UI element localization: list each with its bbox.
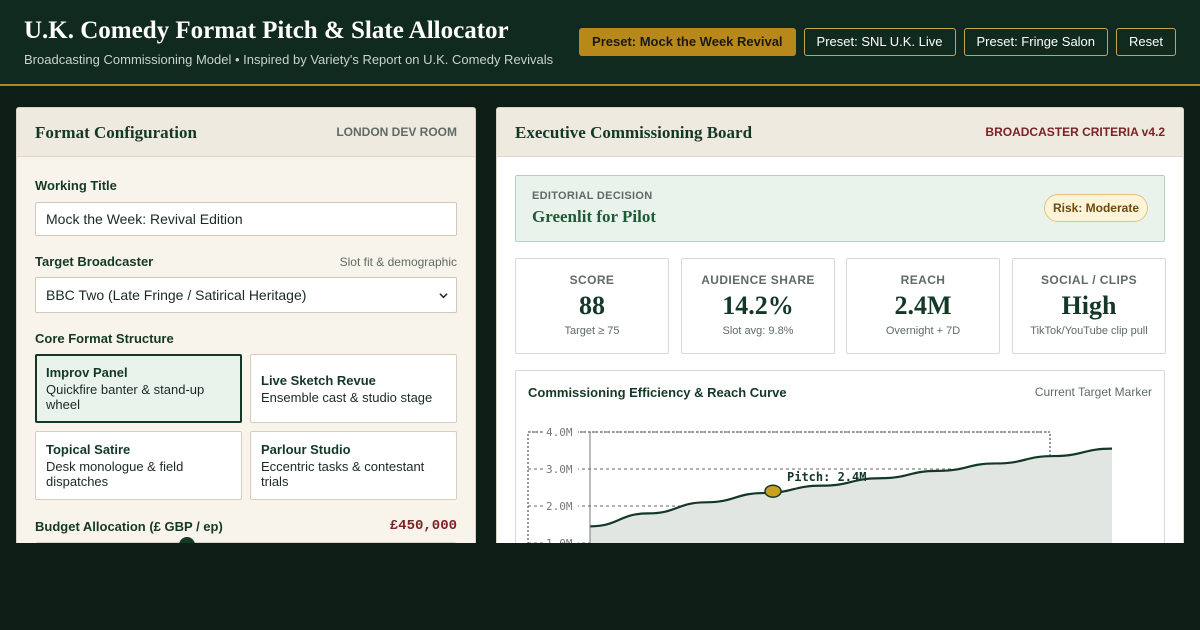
metric-value: 2.4M [894,291,952,320]
metric-sub: Overnight + 7D [885,325,961,337]
panel-title: Executive Commissioning Board [515,123,753,142]
metric-social-clips: SOCIAL / CLIPS High TikTok/YouTube clip … [1012,258,1166,354]
metric-label: SOCIAL / CLIPS [1040,273,1138,287]
decision-value: Greenlit for Pilot [532,207,657,226]
reset-button[interactable]: Reset [1116,28,1176,56]
header-bar: U.K. Comedy Format Pitch & Slate Allocat… [0,0,1200,86]
format-configuration-panel: Format Configuration LONDON DEV ROOM Wor… [16,107,476,547]
chart-target-marker[interactable] [764,484,782,498]
broadcaster-selected-value: BBC Two (Late Fringe / Satirical Heritag… [46,287,307,303]
chart-area-fill [590,448,1112,546]
chevron-down-icon [439,293,448,299]
broadcaster-label: Target Broadcaster [35,254,154,269]
format-desc: Quickfire banter & stand-up wheel [46,382,205,412]
chart-y-tick-label: 4.0M [546,426,573,439]
format-name: Improv Panel [46,365,128,380]
criteria-tag: BROADCASTER CRITERIA v4.2 [985,125,1165,139]
chart-reach-curve [589,447,1113,528]
format-desc: Ensemble cast & studio stage [261,390,433,405]
working-title-input[interactable] [35,202,457,236]
app-title: U.K. Comedy Format Pitch & Slate Allocat… [24,17,509,44]
metric-label: REACH [900,273,946,287]
budget-slider-thumb[interactable] [178,537,195,546]
format-name: Live Sketch Revue [261,373,376,388]
chart-y-tick-label: 1.0M [546,537,573,547]
commissioning-board-panel: Executive Commissioning Board BROADCASTE… [496,107,1184,547]
budget-value: £450,000 [389,518,457,534]
chart-title: Commissioning Efficiency & Reach Curve [528,385,787,400]
metric-label: SCORE [569,273,615,287]
format-desc: Desk monologue & field dispatches [46,459,184,489]
reach-curve-chart: 4.0M 3.0M 2.0M 1.0M Pitch: 2.4M Commissionin… [515,370,1165,547]
chart-marker-label: Pitch: 2.4M [787,470,866,484]
format-card-topical-satire[interactable]: Topical Satire Desk monologue & field di… [35,431,242,500]
chart-tick-label-bg [544,463,578,475]
chart-tick-label-bg [544,426,578,438]
metric-audience-share: AUDIENCE SHARE 14.2% Slot avg: 9.8% [681,258,835,354]
metric-sub: TikTok/YouTube clip pull [1030,325,1148,337]
structure-label: Core Format Structure [35,331,174,346]
format-card-improv-panel[interactable]: Improv Panel Quickfire banter & stand-up… [35,354,242,423]
editorial-decision-box: EDITORIAL DECISION Greenlit for Pilot Ri… [515,175,1165,242]
chart-tick-label-bg [544,537,578,546]
decision-label: EDITORIAL DECISION [532,190,653,202]
metric-sub: Target ≥ 75 [564,325,620,337]
preset-fringe-salon-button[interactable]: Preset: Fringe Salon [963,28,1109,56]
metric-reach: REACH 2.4M Overnight + 7D [846,258,1000,354]
format-desc: Eccentric tasks & contestant trials [261,459,425,489]
metric-score: SCORE 88 Target ≥ 75 [515,258,669,354]
broadcaster-hint: Slot fit & demographic [339,255,457,269]
panel-header: Format Configuration LONDON DEV ROOM [17,108,475,157]
chart-y-tick-label: 2.0M [546,500,573,513]
chart-tick-label-bg [544,500,578,512]
panel-header: Executive Commissioning Board BROADCASTE… [497,108,1183,157]
chart-y-tick-label: 3.0M [546,463,573,476]
format-card-parlour-studio[interactable]: Parlour Studio Eccentric tasks & contest… [250,431,457,500]
metric-value: High [1061,291,1117,320]
preset-toolbar: Preset: Mock the Week Revival Preset: SN… [579,28,1176,56]
metric-value: 88 [579,291,605,320]
preset-mock-the-week-button[interactable]: Preset: Mock the Week Revival [579,28,796,56]
format-name: Topical Satire [46,442,131,457]
preset-snl-uk-button[interactable]: Preset: SNL U.K. Live [803,28,956,56]
metric-sub: Slot avg: 9.8% [722,325,794,337]
broadcaster-select[interactable]: BBC Two (Late Fringe / Satirical Heritag… [35,277,457,313]
format-card-live-sketch-revue[interactable]: Live Sketch Revue Ensemble cast & studio… [250,354,457,423]
panel-title: Format Configuration [35,123,197,142]
metric-label: AUDIENCE SHARE [701,273,815,287]
working-title-label: Working Title [35,178,117,193]
room-tag: LONDON DEV ROOM [336,125,457,139]
metric-value: 14.2% [722,291,794,320]
app-subtitle: Broadcasting Commissioning Model • Inspi… [24,52,554,67]
risk-badge: Risk: Moderate [1043,194,1148,222]
budget-label: Budget Allocation (£ GBP / ep) [35,519,223,534]
page-footer-background [0,543,1200,630]
format-name: Parlour Studio [261,442,351,457]
chart-hint: Current Target Marker [1034,385,1152,399]
chart-canvas: 4.0M 3.0M 2.0M 1.0M Pitch: 2.4M [527,426,1113,547]
